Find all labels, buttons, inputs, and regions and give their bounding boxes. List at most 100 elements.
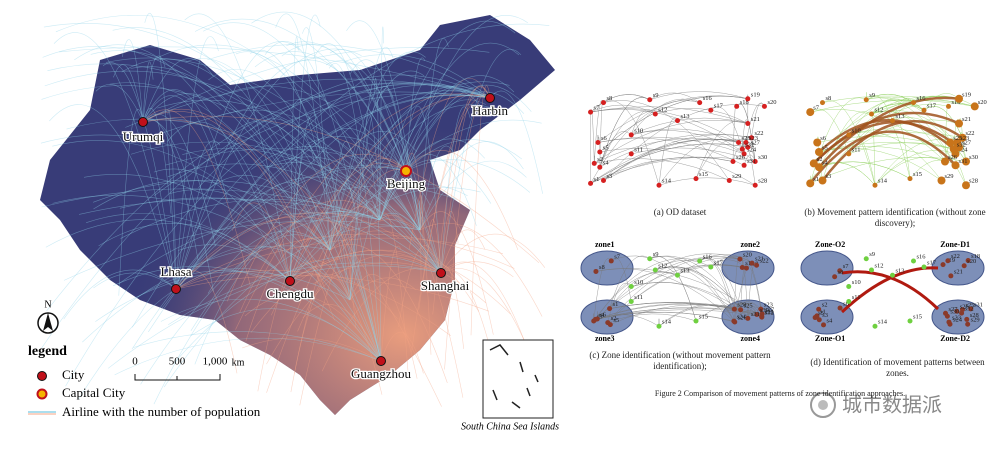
city-label: Guangzhou (351, 366, 411, 381)
od-edge (594, 137, 739, 164)
od-edge (595, 303, 735, 320)
node-label: s9 (869, 92, 875, 99)
airline (63, 269, 177, 320)
airline (289, 81, 510, 282)
od-edge (590, 100, 700, 184)
od-edge (695, 120, 748, 179)
od-edge (655, 260, 711, 271)
node-label: s23 (960, 135, 969, 142)
od-edge (631, 109, 656, 135)
airline (92, 180, 442, 274)
airline (190, 211, 381, 331)
node (628, 132, 634, 138)
city-marker (138, 117, 148, 127)
airline (264, 162, 442, 274)
airline (43, 23, 381, 221)
od-edge (597, 307, 757, 320)
node (761, 103, 767, 109)
airline (312, 262, 442, 285)
node-label: s7 (614, 253, 621, 260)
node-label: s29 (945, 173, 954, 180)
node-label: s22 (966, 130, 975, 137)
airline (175, 237, 503, 290)
airline (86, 213, 291, 282)
node-label: s30 (760, 307, 769, 314)
node-label: s3 (822, 312, 828, 319)
city-label: Chengdu (267, 286, 314, 301)
airline (245, 238, 331, 342)
caption-b: (b) Movement pattern identification (wit… (804, 207, 986, 228)
airline (405, 150, 519, 251)
node-label: s32 (957, 142, 966, 149)
node-label: s23 (764, 302, 773, 309)
node-label: s15 (699, 171, 708, 178)
airline (142, 47, 490, 123)
airline (409, 105, 442, 274)
airline (59, 46, 491, 99)
airline (215, 109, 421, 231)
node-label: s22 (755, 130, 764, 137)
node (734, 103, 740, 109)
airline (175, 140, 221, 290)
airline (175, 270, 238, 374)
node (741, 151, 747, 157)
airline (302, 27, 331, 251)
airline (137, 270, 382, 362)
airline (379, 138, 485, 221)
airline (95, 271, 351, 322)
node (962, 157, 970, 166)
od-edge (590, 143, 748, 184)
airline (125, 78, 491, 128)
airline (440, 261, 514, 278)
node (869, 111, 874, 117)
node-label: s2 (817, 156, 823, 163)
node (965, 257, 971, 263)
scale-label: 1,000 (203, 356, 228, 368)
airline (336, 85, 491, 230)
airline (305, 162, 407, 243)
node-label: s29 (732, 173, 741, 180)
node-label: s17 (927, 259, 937, 266)
node-label: s13 (896, 113, 905, 120)
airline (329, 244, 448, 384)
airline (47, 63, 381, 221)
node (595, 140, 601, 145)
airline (142, 95, 229, 203)
node-label: s31 (751, 311, 760, 318)
od-edge (655, 266, 735, 322)
city-marker (285, 276, 295, 286)
node-label: s32 (765, 310, 774, 317)
node (647, 97, 653, 103)
airline (411, 96, 491, 352)
scale-label: 500 (169, 356, 186, 368)
airline (182, 148, 442, 274)
airline (329, 51, 426, 251)
airline (419, 222, 543, 317)
airline (168, 262, 442, 325)
airline (321, 268, 442, 372)
node (594, 316, 600, 322)
node (846, 132, 852, 138)
node-label: s11 (852, 294, 861, 301)
node-label: s11 (852, 146, 861, 153)
node-label: s12 (875, 106, 884, 113)
pattern-arrow (809, 130, 957, 185)
scale-label: 0 (132, 356, 138, 368)
pattern-arrow (840, 266, 939, 314)
node-label: s3 (607, 173, 613, 180)
airline (240, 154, 407, 288)
node (656, 182, 662, 188)
airline (182, 245, 351, 301)
node-label: s9 (653, 251, 659, 258)
airline (74, 44, 291, 282)
node (745, 315, 751, 321)
node-label: s24 (737, 314, 747, 321)
od-edge (848, 142, 954, 155)
airline (228, 120, 382, 362)
node (738, 307, 744, 313)
airline (130, 141, 421, 231)
airline (66, 118, 442, 274)
node-label: s23 (749, 135, 758, 142)
airline (440, 49, 522, 274)
flows (40, 11, 550, 407)
